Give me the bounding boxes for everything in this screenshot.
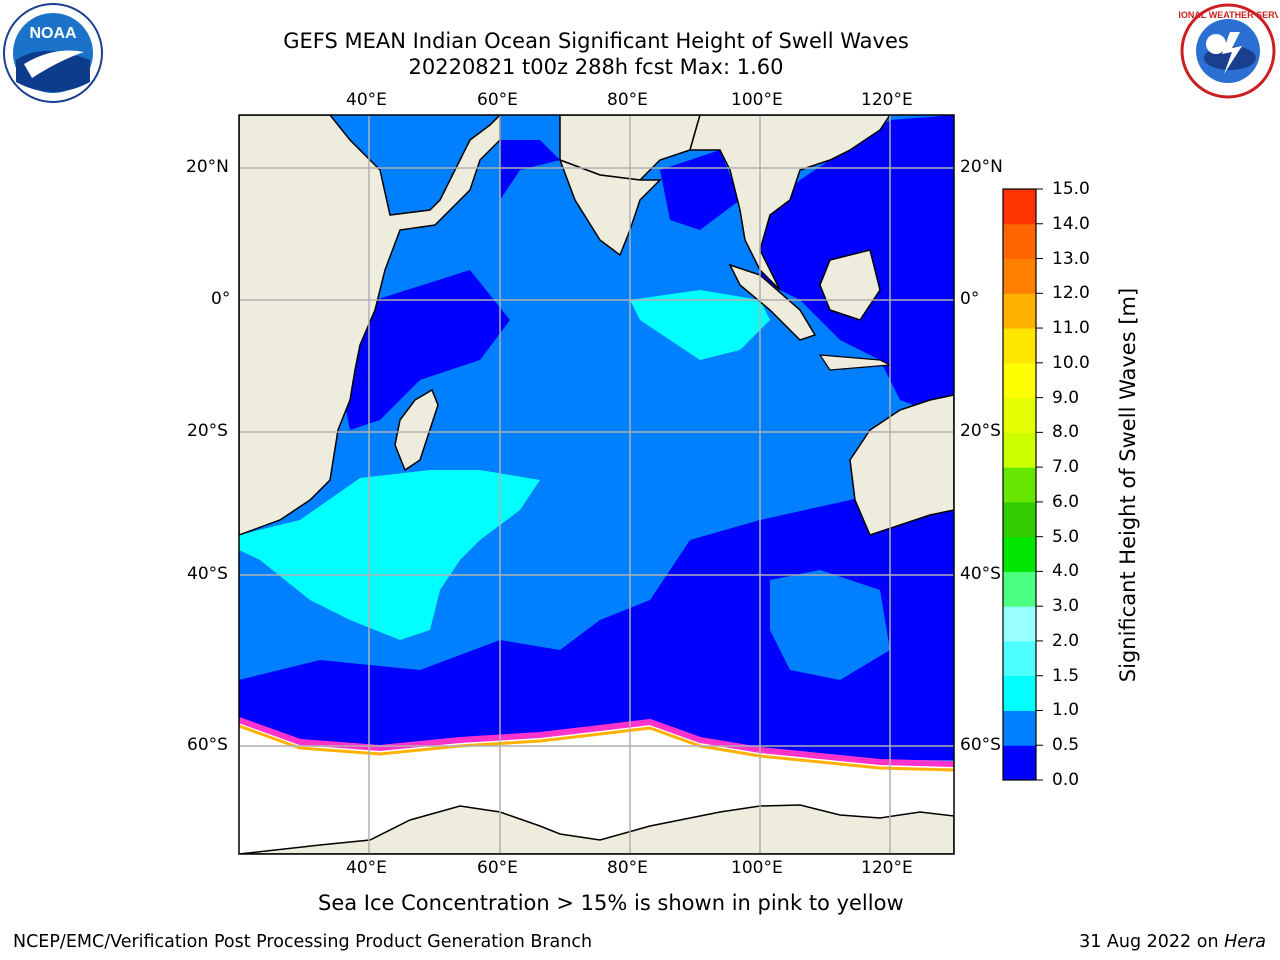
- footer-credit: NCEP/EMC/Verification Post Processing Pr…: [13, 932, 593, 952]
- sea-ice-edge-inner: [239, 724, 954, 772]
- map-subtitle: 20220821 t00z 288h fcst Max: 1.60: [408, 55, 784, 79]
- lon-label-bottom: 120°E: [861, 858, 913, 878]
- map-frame: [238, 114, 955, 855]
- colorbar-segment: [1003, 675, 1036, 711]
- colorbar-segment: [1003, 223, 1036, 260]
- graticule: [239, 115, 954, 854]
- colorbar-segment: [1003, 362, 1036, 399]
- lon-label-top: 100°E: [731, 90, 783, 110]
- colorbar-tick-label: 14.0: [1052, 213, 1090, 234]
- land-borneo: [819, 249, 881, 321]
- ocean-swell-patch: [770, 570, 890, 680]
- colorbar-segment: [1003, 536, 1036, 572]
- colorbar-segment: [1003, 467, 1036, 503]
- colorbar-tick-label: 12.0: [1052, 283, 1090, 304]
- land-india: [558, 158, 662, 257]
- lon-label-top: 120°E: [861, 90, 913, 110]
- ocean-swell-0-05m-somali: [340, 270, 510, 430]
- lat-label-right: 20°N: [960, 157, 1003, 177]
- footer-date-text: 31 Aug 2022 on: [1079, 932, 1219, 952]
- colorbar-segment: [1003, 640, 1036, 677]
- ocean-swell-bay-of-bengal: [660, 150, 740, 230]
- sea-ice-edge: [239, 717, 954, 767]
- land-sumatra: [728, 263, 817, 341]
- colorbar-segment: [1003, 432, 1036, 468]
- colorbar-segment: [1003, 189, 1036, 225]
- ocean-swell-1-15m-south: [239, 470, 540, 640]
- lon-label-top: 80°E: [607, 90, 648, 110]
- colorbar-frame: [1002, 188, 1037, 781]
- lon-label-bottom: 100°E: [731, 858, 783, 878]
- colorbar-segment: [1003, 571, 1036, 607]
- colorbar-tick-label: 7.0: [1052, 457, 1080, 478]
- colorbar-tick-label: 0.0: [1052, 770, 1080, 790]
- nws-logo: NATIONAL WEATHER SERVICE: [1178, 3, 1278, 99]
- lon-label-top: 40°E: [346, 90, 387, 110]
- lon-label-top: 60°E: [477, 90, 518, 110]
- land-australia: [849, 394, 954, 536]
- colorbar-label: Significant Height of Swell Waves [m]: [1116, 287, 1140, 683]
- colorbar-segment: [1003, 710, 1036, 746]
- colorbar-segment: [1003, 397, 1036, 433]
- colorbar-segment: [1003, 501, 1036, 538]
- lat-label-left: 40°S: [187, 564, 228, 584]
- colorbar-tick-label: 1.5: [1052, 665, 1080, 686]
- colorbar-tick-label: 8.0: [1052, 422, 1080, 443]
- ocean-swell-arabian-sea: [500, 140, 560, 200]
- colorbar-segment: [1003, 328, 1036, 364]
- colorbar-segment: [1003, 293, 1036, 329]
- ocean-swell-1-15m-equator: [630, 290, 770, 360]
- colorbar-tick-label: 3.0: [1052, 596, 1080, 617]
- colorbar-tick-label: 10.0: [1052, 352, 1090, 373]
- colorbar-tick-label: 11.0: [1052, 318, 1090, 339]
- land-antarctica: [239, 804, 954, 854]
- colorbar-tick-label: 15.0: [1052, 179, 1090, 199]
- map-title: GEFS MEAN Indian Ocean Significant Heigh…: [283, 29, 909, 53]
- lat-label-right: 60°S: [960, 735, 1001, 755]
- noaa-logo: NOAA: [3, 3, 103, 103]
- map-area: [239, 115, 954, 854]
- lon-label-bottom: 60°E: [477, 858, 518, 878]
- lat-label-left: 20°S: [187, 421, 228, 441]
- colorbar-tick-label: 2.0: [1052, 630, 1080, 651]
- lon-label-bottom: 80°E: [607, 858, 648, 878]
- lat-label-left: 60°S: [187, 735, 228, 755]
- lat-label-right: 40°S: [960, 564, 1001, 584]
- footer-host: Hera: [1224, 932, 1266, 952]
- footer-date: 31 Aug 2022 on Hera: [1079, 932, 1266, 952]
- colorbar-segment: [1003, 606, 1036, 642]
- lat-label-right: 0°: [960, 289, 980, 309]
- colorbar-tick-label: 4.0: [1052, 561, 1080, 582]
- land-africa-arabia: [239, 115, 501, 536]
- lat-label-left: 0°: [211, 289, 231, 309]
- colorbar: [1003, 188, 1043, 781]
- sea-ice-note: Sea Ice Concentration > 15% is shown in …: [318, 891, 904, 915]
- colorbar-tick-label: 0.5: [1052, 735, 1080, 756]
- noaa-logo-text: NOAA: [29, 25, 77, 42]
- colorbar-tick-label: 5.0: [1052, 526, 1080, 547]
- land-madagascar: [394, 388, 439, 472]
- ocean-swell-0-05m-south: [239, 470, 954, 760]
- nws-logo-text: NATIONAL WEATHER SERVICE: [1178, 10, 1278, 20]
- colorbar-tick-label: 13.0: [1052, 248, 1090, 269]
- lat-label-right: 20°S: [960, 421, 1001, 441]
- colorbar-tick-label: 1.0: [1052, 700, 1080, 721]
- colorbar-tick-label: 9.0: [1052, 387, 1080, 408]
- colorbar-segment: [1003, 745, 1036, 781]
- colorbar-segment: [1003, 258, 1036, 294]
- lat-label-left: 20°N: [186, 157, 229, 177]
- colorbar-tick-label: 6.0: [1052, 491, 1080, 512]
- lon-label-bottom: 40°E: [346, 858, 387, 878]
